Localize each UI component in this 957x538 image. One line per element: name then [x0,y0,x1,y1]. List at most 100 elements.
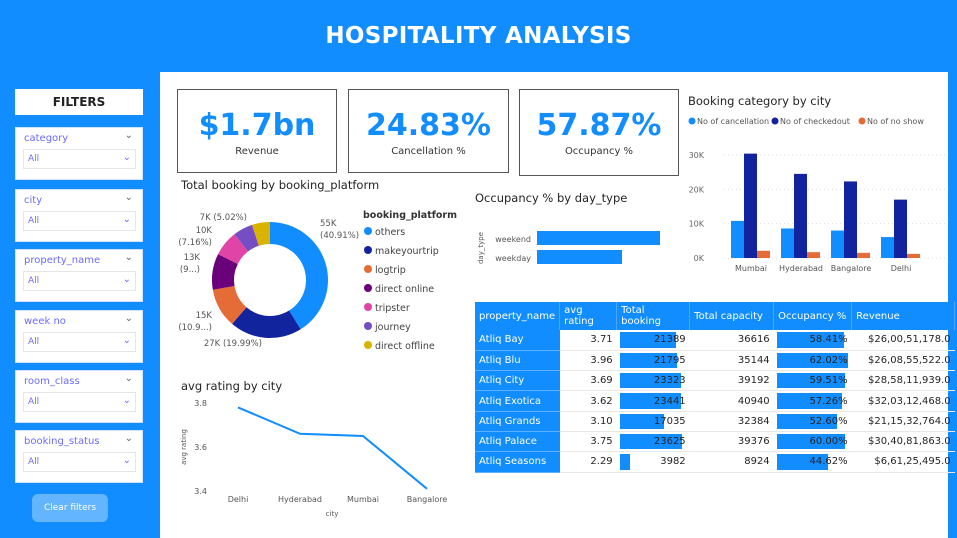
table-row: Atliq Blu 3.96 21795 35144 62.02% $26,08,55,5… [475,350,955,372]
table-cell: $26,00,51,178.0 [851,330,955,351]
data-label: (40.91%) [320,231,359,241]
chevron-down-icon: ⌄ [122,214,131,225]
x-tick-label: Mumbai [735,264,767,273]
collapse-chevron-icon[interactable]: ⌄ [124,313,133,324]
slicer-dropdown[interactable]: All ⌄ [23,149,136,169]
slicer-city: city ⌄ All ⌄ [15,189,143,242]
table-cell: 52.60% [773,411,852,432]
slicer-dropdown[interactable]: All ⌄ [23,332,136,352]
collapse-chevron-icon[interactable]: ⌄ [124,433,133,444]
slicer-label: week no [24,316,66,327]
donut-slice-makeyourtrip [232,307,301,338]
x-tick-label: Hyderabad [779,264,823,273]
chevron-down-icon: ⌄ [122,274,131,285]
collapse-chevron-icon[interactable]: ⌄ [124,130,133,141]
x-tick-label: Mumbai [347,495,379,504]
table-cell: $30,40,81,863.0 [851,431,955,453]
collapse-chevron-icon[interactable]: ⌄ [124,192,133,203]
booking-data-bar [619,454,631,470]
occupancy-data-bar [776,352,848,369]
y-tick-label: 10K [689,220,705,229]
slicer-value: All [28,337,40,347]
table-cell: 39376 [689,431,774,453]
bar-delhi-2 [907,253,920,258]
table-cell: 23323 [616,370,690,392]
column-header[interactable]: property_name [475,302,561,330]
table-cell: 3.71 [559,330,617,351]
slicer-label: property_name [24,255,101,266]
table-header: property_name avg rating Total booking Tota… [475,302,956,330]
slicer-dropdown[interactable]: All ⌄ [23,452,136,472]
kpi-label: Revenue [235,146,279,157]
legend-marker [688,117,696,125]
slicer-dropdown[interactable]: All ⌄ [23,211,136,231]
table-row: Atliq City 3.69 23323 39192 59.51% $28,58,11,… [475,370,955,392]
property-table: property_name avg rating Total booking Tota… [475,302,956,473]
bar-hyderabad-1 [794,173,807,258]
data-label: (9...) [180,265,200,275]
column-header[interactable]: avg rating [559,302,618,330]
y-tick-label: 3.4 [194,487,207,496]
table-cell: $6,61,25,495.0 [851,451,955,473]
slicer-value: All [28,154,40,164]
clear-filters-button[interactable]: Clear filters [32,494,108,522]
legend-marker [364,246,372,254]
column-header[interactable]: Total capacity [689,302,775,330]
table-cell: 39192 [689,370,774,392]
legend-marker [771,117,779,125]
data-label: 7K (5.02%) [200,213,247,223]
day-type-title: Occupancy % by day_type [475,191,628,205]
kpi-label: Cancellation % [391,146,466,157]
table-cell: $26,08,55,522.0 [851,350,955,372]
bar-weekend [537,231,660,245]
column-header[interactable]: Total booking [616,302,691,330]
bar-mumbai-1 [744,153,757,258]
table-cell: 23441 [616,390,690,412]
y-tick-label: 3.8 [194,399,207,408]
table-cell: $32,03,12,468.0 [851,390,955,412]
column-header[interactable]: Revenue [851,302,956,330]
booking-data-bar [619,413,665,429]
table-cell: 3982 [616,451,690,473]
legend-item: logtrip [375,265,406,276]
table-cell: Atliq Grands [475,411,560,432]
donut-slice-tripster [218,234,248,264]
data-label: 13K [184,253,201,263]
table-cell: 44.62% [773,451,852,473]
x-tick-label: Bangalore [831,264,872,273]
column-header[interactable]: Occupancy % [773,302,853,330]
legend-marker [364,284,372,292]
slicer-property-name: property_name ⌄ All ⌄ [15,249,143,302]
table-row: Atliq Seasons 2.29 3982 8924 44.62% $6,61,25,… [475,451,955,473]
table-cell: 23625 [616,431,690,453]
slicer-dropdown[interactable]: All ⌄ [23,271,136,291]
slicer-label: booking_status [24,436,100,447]
data-label: 27K (19.99%) [204,339,262,349]
donut-slice-journey [234,224,259,252]
chevron-down-icon: ⌄ [122,455,131,466]
occupancy-data-bar [776,433,846,450]
slicer-dropdown[interactable]: All ⌄ [23,392,136,412]
bar-delhi-0 [881,237,894,258]
legend-item: tripster [375,303,410,314]
x-tick-label: Bangalore [407,495,448,504]
page-title: HOSPITALITY ANALYSIS [325,23,632,49]
occupancy-data-bar [776,373,845,389]
table-cell: $28,58,11,939.0 [851,370,955,392]
kpi-value: 24.83% [366,108,491,143]
collapse-chevron-icon[interactable]: ⌄ [124,373,133,384]
legend-marker [364,265,372,273]
collapse-chevron-icon[interactable]: ⌄ [124,252,133,263]
axis-title: day_type [477,232,485,264]
chevron-down-icon: ⌄ [122,152,131,163]
donut-slice-others [270,222,328,330]
booking-data-bar [619,393,682,409]
table-cell: 40940 [689,390,774,412]
table-row: Atliq Bay 3.71 21389 36616 58.41% $26,00,51,1… [475,330,955,351]
x-tick-label: Delhi [891,264,912,273]
bar-mumbai-0 [731,220,744,258]
y-tick-label: 3.6 [194,443,207,452]
city-bar-title: Booking category by city [688,94,832,108]
table-cell: 36616 [689,330,774,351]
